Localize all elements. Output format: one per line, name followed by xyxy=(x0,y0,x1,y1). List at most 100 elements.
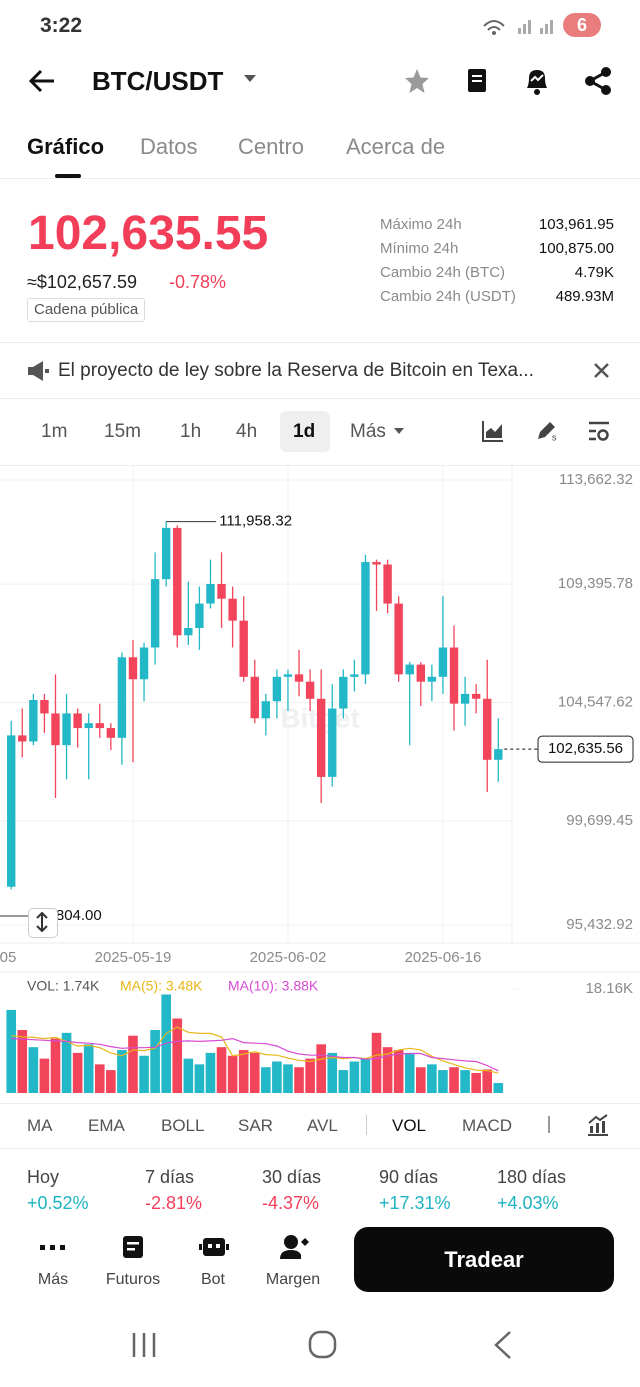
tab[interactable]: Datos xyxy=(140,134,198,159)
settings-icon[interactable] xyxy=(588,420,610,442)
chart-type-icon[interactable] xyxy=(482,420,504,442)
period-label: 7 días xyxy=(145,1167,195,1187)
candle-body xyxy=(261,701,271,719)
divider xyxy=(0,1103,640,1104)
trade-button[interactable]: Tradear xyxy=(354,1227,614,1292)
stat-value: 4.79K xyxy=(574,264,614,281)
indicator-tab[interactable]: MACD xyxy=(462,1116,513,1135)
candle-body xyxy=(283,674,293,677)
candle-body xyxy=(184,627,193,636)
status-time: 3:22 xyxy=(40,14,83,37)
candle-body xyxy=(150,579,160,648)
tab[interactable]: Acerca de xyxy=(346,134,446,159)
volume-bar xyxy=(482,1069,493,1093)
divider xyxy=(0,342,640,343)
last-price-box xyxy=(537,735,634,763)
candle-body xyxy=(217,584,226,599)
pair-title[interactable]: BTC/USDT xyxy=(92,66,224,96)
interval[interactable]: 4h xyxy=(236,421,258,442)
candle-body xyxy=(460,693,470,704)
candle-body xyxy=(239,620,248,677)
indicator-tab[interactable]: EMA xyxy=(88,1116,125,1135)
tab-active[interactable]: Gráfico xyxy=(27,134,105,159)
back-button[interactable] xyxy=(28,68,58,94)
period-label: Hoy xyxy=(27,1167,60,1187)
stat-label: Cambio 24h (BTC) xyxy=(380,264,506,281)
last-price: 102,635.55 xyxy=(28,207,269,260)
interval-active[interactable]: 1d xyxy=(293,421,316,442)
interval-more[interactable]: Más xyxy=(350,421,386,442)
indicator-clipped xyxy=(548,1116,550,1133)
volume-bar xyxy=(6,1009,17,1093)
indicator-tab[interactable]: SAR xyxy=(238,1116,273,1135)
candle-body xyxy=(416,664,425,682)
candle-body xyxy=(51,713,60,746)
legend-entry: MA(10): 3.88K xyxy=(228,978,319,994)
volume-bar xyxy=(327,1052,338,1093)
indicator-tab[interactable]: AVL xyxy=(307,1116,338,1135)
last-price-label: 102,635.56 xyxy=(548,740,623,757)
period-change: +4.03% xyxy=(497,1193,559,1213)
system-nav xyxy=(132,1330,511,1359)
indicator-tab[interactable]: MA xyxy=(27,1116,53,1135)
futures-icon[interactable] xyxy=(121,1234,145,1260)
more-icon[interactable] xyxy=(39,1236,67,1258)
notes-icon[interactable] xyxy=(465,67,489,95)
nav-label[interactable]: Más xyxy=(37,1271,69,1288)
indicator-tab-active[interactable]: VOL xyxy=(392,1116,427,1135)
interval[interactable]: 1m xyxy=(41,421,68,442)
volume-bar xyxy=(393,1050,404,1093)
close-news[interactable] xyxy=(593,362,610,379)
news-text[interactable]: El proyecto de ley sobre la Reserva de B… xyxy=(58,360,534,381)
pair-dropdown[interactable] xyxy=(243,74,257,84)
y-tick-label: 109,395.78 xyxy=(558,575,633,592)
volume-bar xyxy=(360,1058,371,1093)
indicator-settings[interactable] xyxy=(586,1113,610,1137)
period-change: +17.31% xyxy=(379,1193,451,1213)
candle-body xyxy=(117,657,127,738)
share-icon[interactable] xyxy=(584,67,612,95)
volume-bar xyxy=(404,1052,415,1093)
candle-body xyxy=(250,676,259,719)
volume-bar xyxy=(249,1052,260,1093)
tab-indicator xyxy=(55,174,81,178)
stat-label: Máximo 24h xyxy=(380,216,462,233)
battery-pill xyxy=(563,13,601,37)
indicator-tab[interactable]: BOLL xyxy=(161,1116,205,1135)
volume-bar xyxy=(94,1064,105,1093)
alert-icon[interactable] xyxy=(523,66,551,96)
bot-icon[interactable] xyxy=(199,1234,229,1260)
chart-area: Bitget 113,662.32109,395.78104,547.6299,… xyxy=(0,466,640,1093)
nav-label[interactable]: Bot xyxy=(200,1271,225,1288)
margin-icon[interactable] xyxy=(279,1233,309,1261)
ma-line xyxy=(11,1037,499,1072)
volume-bar xyxy=(238,1050,249,1093)
interval-highlight xyxy=(280,411,330,452)
candle-body xyxy=(372,562,381,565)
ma-line xyxy=(11,1026,499,1074)
tab[interactable]: Centro xyxy=(238,134,305,159)
draw-icon[interactable]: s xyxy=(535,419,559,443)
volume-bar xyxy=(272,1061,282,1093)
chain-tag[interactable]: Cadena pública xyxy=(27,298,146,322)
candle-body xyxy=(7,735,16,887)
volume-tick-label: 18.16K xyxy=(585,980,633,997)
nav-label[interactable]: Margen xyxy=(265,1271,321,1288)
volume-bar xyxy=(416,1067,426,1093)
volume-bar xyxy=(17,1029,28,1093)
interval[interactable]: 1h xyxy=(180,421,202,442)
candle-body xyxy=(62,713,71,746)
volume-bar xyxy=(183,1058,194,1093)
candle-body xyxy=(394,603,403,675)
status-icons xyxy=(483,20,553,35)
interval[interactable]: 15m xyxy=(104,421,141,442)
price-change: -0.78% xyxy=(169,272,227,292)
period-label: 90 días xyxy=(379,1167,439,1187)
volume-bar xyxy=(294,1067,304,1093)
indicator-separator xyxy=(366,1115,367,1135)
candle-body xyxy=(29,700,38,742)
favorite-icon[interactable] xyxy=(404,68,430,94)
candle-body xyxy=(383,564,392,604)
news-icon xyxy=(28,361,49,381)
nav-label[interactable]: Futuros xyxy=(105,1271,161,1288)
